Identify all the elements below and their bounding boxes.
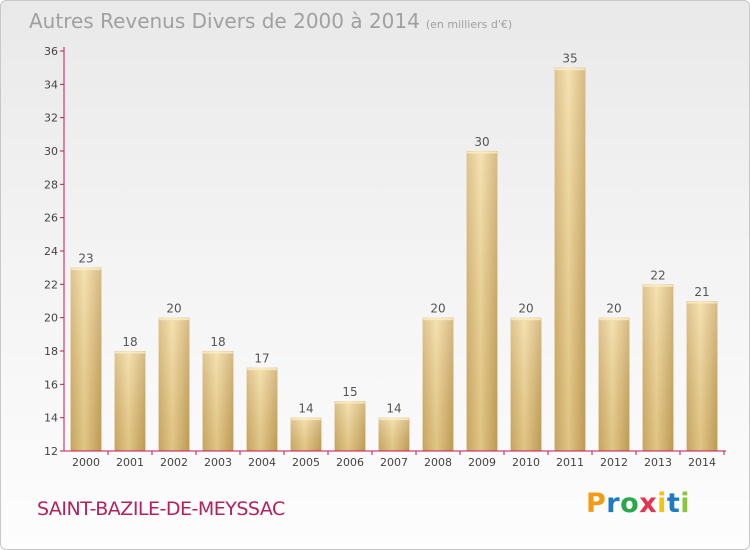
y-tick-label: 30 xyxy=(44,145,58,158)
axes-group: 2000 2001 2002 2003 2004 2005 2006 2007 2008 2009… xyxy=(44,45,726,469)
data-label: 15 xyxy=(342,385,357,399)
data-label: 20 xyxy=(166,302,181,316)
data-label: 17 xyxy=(254,352,269,366)
bar-shade xyxy=(378,417,410,451)
proxiti-logo: Proxiti xyxy=(586,488,690,519)
data-label: 35 xyxy=(562,52,577,66)
x-tick-label: 2002 xyxy=(160,456,188,469)
data-label: 20 xyxy=(430,302,445,316)
data-label: 14 xyxy=(298,402,313,416)
x-tick-label: 2004 xyxy=(248,456,276,469)
bar-shade xyxy=(554,67,586,452)
bar-highlight xyxy=(511,318,541,321)
logo-letter: o xyxy=(620,488,640,519)
bar-shade xyxy=(598,317,630,451)
bar-shade xyxy=(510,317,542,451)
bar-shade xyxy=(70,267,102,451)
unit-note: (en milliers d'€) xyxy=(425,18,513,31)
data-label: 22 xyxy=(650,268,665,282)
bar-shade xyxy=(642,284,674,451)
x-tick-label: 2013 xyxy=(644,456,672,469)
commune-name: SAINT-BAZILE-DE-MEYSSAC xyxy=(37,498,285,520)
bar-highlight xyxy=(71,268,101,271)
logo-letter: x xyxy=(639,488,658,519)
y-tick-label: 22 xyxy=(44,278,58,291)
y-tick-label: 32 xyxy=(44,112,58,125)
y-tick-label: 24 xyxy=(44,245,58,258)
x-tick-label: 2006 xyxy=(336,456,364,469)
bar-shade xyxy=(158,317,190,451)
x-tick-label: 2009 xyxy=(468,456,496,469)
y-tick-label: 20 xyxy=(44,312,58,325)
data-label: 23 xyxy=(78,252,93,266)
y-tick-label: 36 xyxy=(44,45,58,58)
x-tick-label: 2005 xyxy=(292,456,320,469)
bar-highlight xyxy=(379,418,409,421)
x-tick-label: 2000 xyxy=(72,456,100,469)
logo-letter: r xyxy=(606,488,621,519)
y-tick-label: 14 xyxy=(44,412,58,425)
bar-highlight xyxy=(423,318,453,321)
data-label: 20 xyxy=(606,302,621,316)
bar-highlight xyxy=(247,368,277,371)
x-tick-label: 2012 xyxy=(600,456,628,469)
x-tick-label: 2007 xyxy=(380,456,408,469)
bar-highlight xyxy=(687,301,717,304)
x-tick-label: 2010 xyxy=(512,456,540,469)
chart-title-text: Autres Revenus Divers de 2000 à 2014 xyxy=(29,9,420,33)
data-label: 20 xyxy=(518,302,533,316)
y-tick-label: 26 xyxy=(44,212,58,225)
bar-highlight xyxy=(555,68,585,71)
bar-highlight xyxy=(599,318,629,321)
bar-highlight xyxy=(115,351,145,354)
data-label: 30 xyxy=(474,135,489,149)
y-tick-label: 28 xyxy=(44,178,58,191)
data-label: 14 xyxy=(386,402,401,416)
bar-shade xyxy=(202,351,234,451)
bar-shade xyxy=(422,317,454,451)
bar-shade xyxy=(466,151,498,451)
chart-title: Autres Revenus Divers de 2000 à 2014 (en … xyxy=(29,9,512,33)
bar-highlight xyxy=(335,401,365,404)
bar-shade xyxy=(334,401,366,451)
data-label: 18 xyxy=(122,335,137,349)
y-tick-label: 16 xyxy=(44,378,58,391)
bar-highlight xyxy=(159,318,189,321)
bar-shade xyxy=(290,417,322,451)
logo-letter: P xyxy=(586,488,607,519)
x-tick-label: 2011 xyxy=(556,456,584,469)
x-tick-label: 2008 xyxy=(424,456,452,469)
y-tick-label: 34 xyxy=(44,78,58,91)
bar-highlight xyxy=(643,284,673,287)
x-tick-label: 2001 xyxy=(116,456,144,469)
bar-highlight xyxy=(291,418,321,421)
bar-shade xyxy=(686,301,718,451)
logo-letter: i xyxy=(657,488,667,519)
y-tick-label: 18 xyxy=(44,345,58,358)
bar-highlight xyxy=(203,351,233,354)
data-label: 18 xyxy=(210,335,225,349)
bar-shade xyxy=(246,367,278,451)
y-tick-label: 12 xyxy=(44,445,58,458)
x-tick-label: 2014 xyxy=(688,456,716,469)
bar-highlight xyxy=(467,151,497,154)
logo-letter: t xyxy=(666,488,681,519)
x-tick-label: 2003 xyxy=(204,456,232,469)
bar-shade xyxy=(114,351,146,451)
data-label: 21 xyxy=(694,285,709,299)
bars-group: 23 18 20 18 17 14 15 14 20 30 20 35 20 22 21 xyxy=(70,52,718,452)
logo-letter: i xyxy=(680,488,691,519)
